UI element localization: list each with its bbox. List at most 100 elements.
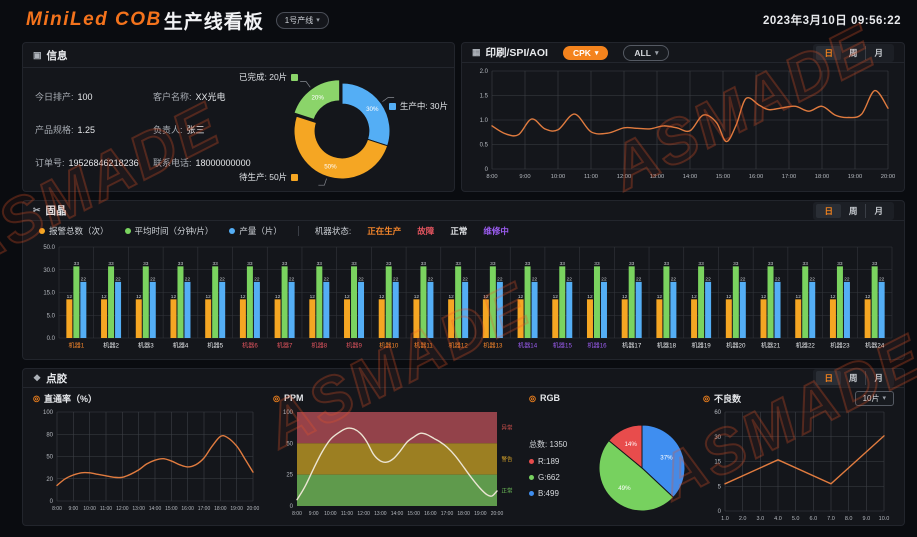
svg-text:机器8: 机器8 [311, 342, 327, 350]
svg-text:33: 33 [560, 261, 566, 267]
field-owner: 负责人: 张三 [153, 125, 205, 135]
caret-down-icon: ▾ [316, 17, 320, 24]
tab-day[interactable]: 日 [816, 371, 841, 385]
svg-text:60: 60 [714, 410, 721, 416]
svg-text:12: 12 [553, 294, 559, 300]
tab-month[interactable]: 月 [865, 371, 891, 385]
svg-text:33: 33 [351, 261, 357, 267]
svg-text:12: 12 [796, 294, 802, 300]
svg-text:18:00: 18:00 [214, 506, 227, 512]
svg-text:17:00: 17:00 [198, 506, 211, 512]
svg-text:16:00: 16:00 [424, 511, 437, 517]
svg-text:机器20: 机器20 [726, 342, 746, 350]
cpk-line-chart: 0 0.5 1.0 1.5 2.0 8:00 9:00 10:00 11:00 12:00 13:0… [466, 65, 898, 189]
caret-down-icon: ▾ [882, 395, 886, 402]
svg-text:机器12: 机器12 [449, 342, 469, 350]
svg-text:22: 22 [428, 276, 434, 282]
svg-text:33: 33 [421, 261, 427, 267]
svg-text:12: 12 [275, 294, 281, 300]
dispense-panel-title: 点胶 [46, 372, 68, 385]
svg-text:机器1: 机器1 [68, 342, 84, 350]
period-toggle[interactable]: 日 周 月 [813, 201, 894, 220]
rgb-legend: 总数: 1350 R:189 G:662 B:499 [529, 439, 587, 498]
ppm-line-chart: 异常 警告 正常 0 25 50 100 8:00 9:00 10:00 11:00 12:00 13:… [273, 406, 517, 530]
machines-bar-chart: 0.0 5.0 15.0 30.0 50.0 12 33 22 机器1 12 33 22 机器2 12 33… [29, 237, 898, 357]
svg-text:6.0: 6.0 [810, 516, 818, 522]
field-phone: 联系电话: 18000000000 [153, 158, 251, 168]
svg-text:8.0: 8.0 [845, 516, 853, 522]
svg-text:14:00: 14:00 [391, 511, 404, 517]
svg-text:12: 12 [726, 294, 732, 300]
svg-text:33: 33 [74, 261, 80, 267]
svg-text:11:00: 11:00 [341, 511, 353, 517]
tab-month[interactable]: 月 [865, 203, 891, 218]
svg-text:12:00: 12:00 [617, 174, 632, 180]
defects-header: ◎ 不良数 10片 ▾ [703, 390, 894, 406]
tab-day[interactable]: 日 [816, 203, 841, 218]
svg-text:33: 33 [108, 261, 114, 267]
tab-week[interactable]: 周 [848, 373, 858, 383]
svg-text:12: 12 [518, 294, 524, 300]
rgb-header: ◎ RGB [529, 390, 691, 406]
dispense-icon: ❖ [33, 372, 42, 383]
svg-text:12: 12 [830, 294, 836, 300]
tab-day[interactable]: 日 [816, 45, 841, 60]
dispense-panel-header: ❖ 点胶 日 周 月 [23, 369, 904, 388]
tab-week[interactable]: 周 [848, 205, 858, 216]
svg-text:机器17: 机器17 [622, 342, 642, 350]
svg-text:12: 12 [344, 294, 350, 300]
svg-text:22: 22 [324, 276, 330, 282]
defect-count-select[interactable]: 10片 ▾ [854, 390, 894, 406]
svg-text:异常: 异常 [501, 424, 513, 432]
period-toggle[interactable]: 日 周 月 [813, 43, 894, 62]
series-legend-output: 产量（片） [229, 225, 282, 237]
tab-month[interactable]: 月 [865, 45, 891, 60]
svg-text:机器10: 机器10 [379, 342, 399, 350]
all-select[interactable]: ALL ▾ [623, 44, 670, 61]
svg-text:12: 12 [310, 294, 316, 300]
svg-text:12: 12 [622, 294, 628, 300]
cpk-select[interactable]: CPK ▾ [562, 45, 609, 60]
passrate-title: 直通率（%） [43, 393, 97, 404]
svg-text:正常: 正常 [501, 486, 513, 494]
svg-text:22: 22 [462, 276, 468, 282]
svg-text:8:00: 8:00 [52, 506, 62, 512]
svg-text:22: 22 [705, 276, 711, 282]
svg-text:机器15: 机器15 [553, 342, 573, 350]
svg-text:12: 12 [67, 294, 73, 300]
svg-text:33: 33 [247, 261, 253, 267]
svg-text:49%: 49% [618, 485, 631, 492]
legend-divider [297, 226, 299, 236]
svg-text:22: 22 [497, 276, 503, 282]
svg-text:机器3: 机器3 [138, 342, 154, 350]
svg-text:12: 12 [691, 294, 697, 300]
svg-text:33: 33 [664, 261, 670, 267]
state-repair: 维修中 [483, 226, 509, 236]
svg-text:33: 33 [698, 261, 704, 267]
svg-text:12:00: 12:00 [116, 506, 129, 512]
caret-down-icon: ▾ [654, 49, 659, 57]
svg-text:13:00: 13:00 [374, 511, 387, 517]
svg-text:2.0: 2.0 [739, 516, 747, 522]
svg-text:33: 33 [733, 261, 739, 267]
svg-text:22: 22 [601, 276, 607, 282]
production-line-select[interactable]: 1号产线 ▾ [275, 11, 329, 29]
tab-week[interactable]: 周 [848, 47, 858, 58]
legend-completed-swatch [291, 73, 299, 81]
svg-text:33: 33 [768, 261, 774, 267]
defects-title: 不良数 [713, 393, 741, 404]
period-toggle[interactable]: 日 周 月 [813, 369, 894, 387]
svg-text:0: 0 [485, 167, 489, 173]
svg-text:15: 15 [714, 460, 721, 466]
svg-text:5: 5 [718, 484, 722, 490]
svg-text:50%: 50% [324, 164, 337, 171]
main-area: ▣ 信息 今日排产: 100 客户名称: XX光电 产品规格: 1.25 [0, 40, 917, 526]
diebond-icon: ✂ [33, 205, 41, 215]
field-order-no: 订单号: 19526846218236 [35, 158, 139, 168]
defects-section: ◎ 不良数 10片 ▾ 0 5 15 30 60 1.0 2.0 3.0 4.0 5.0 6.0 7.… [703, 390, 894, 530]
svg-text:22: 22 [150, 276, 156, 282]
svg-text:33: 33 [213, 261, 219, 267]
rgb-section: ◎ RGB 总数: 1350 R:189 G:662 [529, 390, 691, 530]
diebond-panel-header: ✂ 固晶 日 周 月 [23, 201, 904, 221]
svg-text:22: 22 [879, 276, 885, 282]
